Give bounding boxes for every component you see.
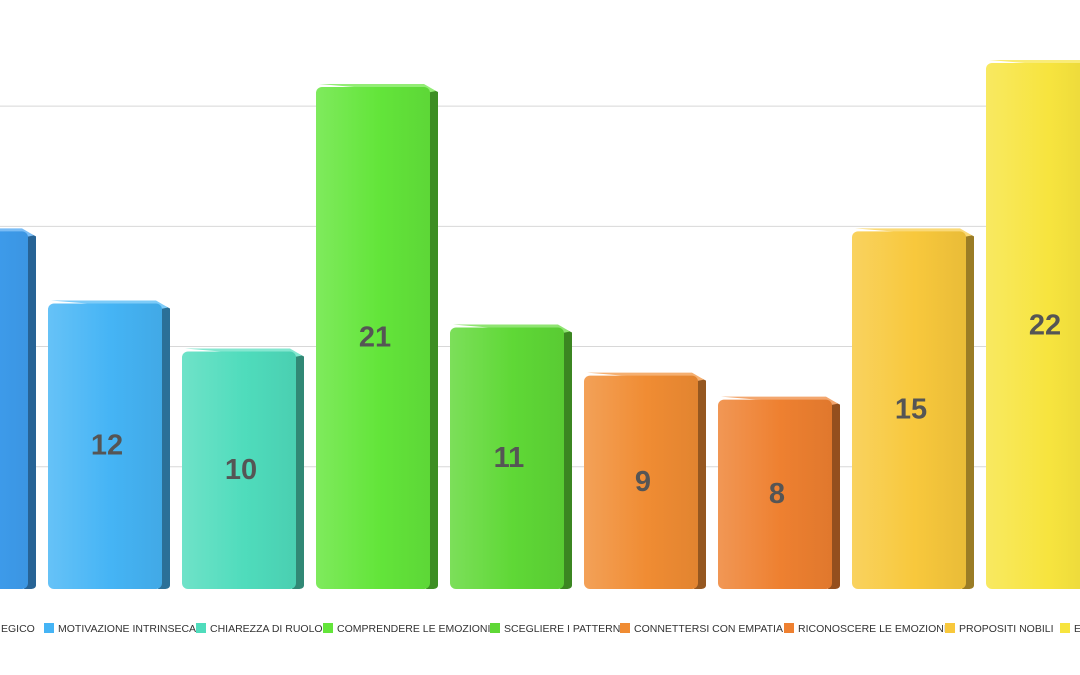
bar-front-3 xyxy=(182,351,296,589)
legend-swatch-5 xyxy=(490,623,500,633)
bar-5 xyxy=(450,324,572,589)
legend-label-3: CHIAREZZA DI RUOLO xyxy=(210,623,323,635)
value-label-7: 8 xyxy=(769,478,785,510)
value-label-2: 12 xyxy=(91,430,123,462)
bar-6 xyxy=(584,372,706,589)
legend-label-8: PROPOSITI NOBILI xyxy=(959,623,1054,635)
bar-front-8 xyxy=(852,231,966,589)
bar-front-6 xyxy=(584,375,698,589)
value-label-8: 15 xyxy=(895,394,927,426)
bar-front-1 xyxy=(0,231,28,589)
bar-8 xyxy=(852,228,974,589)
legend-swatch-4 xyxy=(323,623,333,633)
value-label-6: 9 xyxy=(635,466,651,498)
legend: EGICO MOTIVAZIONE INTRINSECA CHIAREZZA DI … xyxy=(1,623,1080,635)
bar-3 xyxy=(182,348,304,589)
legend-swatch-2 xyxy=(44,623,54,633)
bar-4 xyxy=(316,84,438,589)
value-label-5: 11 xyxy=(494,442,525,474)
bar-2 xyxy=(48,300,170,589)
legend-swatch-8 xyxy=(945,623,955,633)
value-labels: 12 10 21 11 9 8 15 22 xyxy=(91,310,1061,510)
legend-label-4: COMPRENDERE LE EMOZIONI xyxy=(337,623,490,635)
legend-label-5: SCEGLIERE I PATTERN xyxy=(504,623,620,635)
bar-1 xyxy=(0,228,36,589)
legend-swatch-7 xyxy=(784,623,794,633)
bar-9 xyxy=(986,60,1080,589)
bars xyxy=(0,60,1080,589)
bar-7 xyxy=(718,396,840,589)
legend-label-9: EC xyxy=(1074,623,1080,635)
bar-front-9 xyxy=(986,63,1080,589)
bar-front-5 xyxy=(450,327,564,589)
bar-front-2 xyxy=(48,303,162,589)
legend-label-6: CONNETTERSI CON EMPATIA xyxy=(634,623,783,635)
legend-swatch-3 xyxy=(196,623,206,633)
value-label-4: 21 xyxy=(359,322,391,354)
value-label-9: 22 xyxy=(1029,310,1061,342)
value-label-3: 10 xyxy=(225,454,257,486)
legend-swatch-6 xyxy=(620,623,630,633)
legend-swatch-9 xyxy=(1060,623,1070,633)
bar-front-7 xyxy=(718,399,832,589)
legend-label-1: EGICO xyxy=(1,623,35,635)
legend-label-2: MOTIVAZIONE INTRINSECA xyxy=(58,623,196,635)
bar-front-4 xyxy=(316,87,430,589)
legend-label-7: RICONOSCERE LE EMOZIONI xyxy=(798,623,947,635)
